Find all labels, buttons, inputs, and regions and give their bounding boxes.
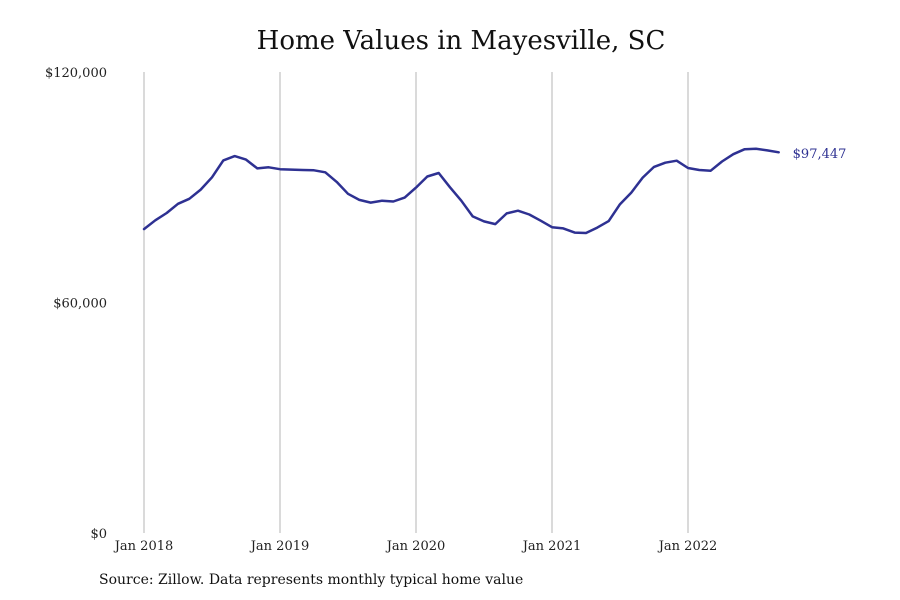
y-axis-ticks: $0 $60,000 $120,000	[45, 66, 107, 542]
x-tick-label: Jan 2018	[113, 539, 174, 554]
y-tick-label: $120,000	[45, 66, 107, 81]
x-axis-ticks: Jan 2018 Jan 2019 Jan 2020 Jan 2021 Jan 2022	[113, 539, 718, 554]
x-tick-label: Jan 2021	[521, 539, 582, 554]
x-tick-label: Jan 2019	[249, 539, 310, 554]
y-tick-label: $60,000	[53, 297, 107, 312]
series-layer: $97,447	[142, 147, 847, 235]
end-value-label: $97,447	[793, 147, 847, 162]
x-tick-label: Jan 2022	[657, 539, 718, 554]
chart-title: Home Values in Mayesville, SC	[256, 26, 666, 56]
y-tick-label: $0	[90, 527, 107, 542]
series-line	[142, 147, 780, 235]
gridlines	[143, 72, 689, 533]
x-tick-label: Jan 2020	[385, 539, 446, 554]
source-note: Source: Zillow. Data represents monthly …	[99, 572, 524, 588]
